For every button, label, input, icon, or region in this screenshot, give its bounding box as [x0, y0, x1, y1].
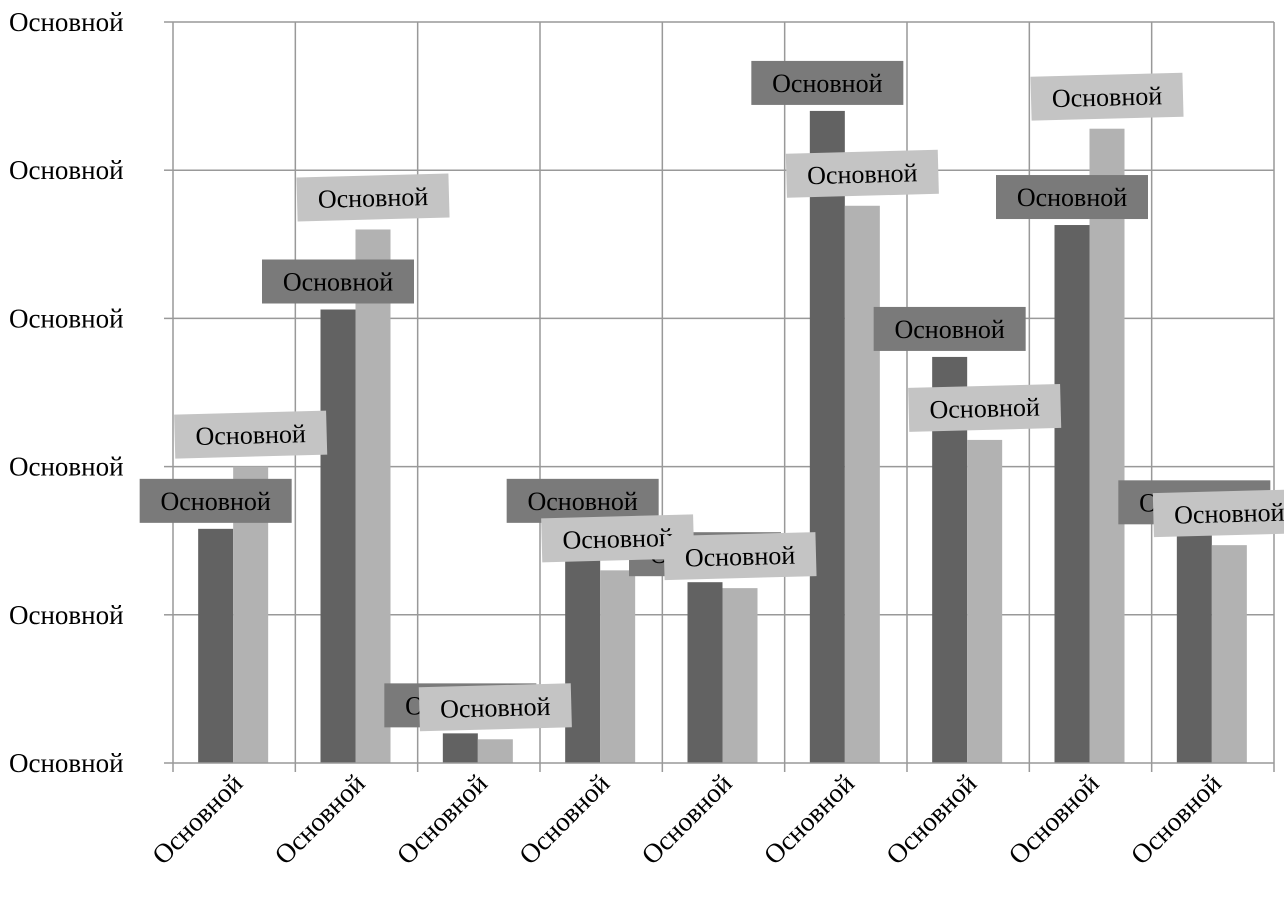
- data-label-text: Основной: [440, 692, 551, 724]
- data-label-text: Основной: [317, 182, 428, 214]
- data-label-box: [506, 478, 659, 523]
- data-label: Основной: [139, 478, 292, 523]
- data-label-text: Основной: [772, 69, 882, 98]
- bar: [1089, 128, 1125, 764]
- x-tick-label: Основной: [146, 768, 248, 870]
- bar: [687, 582, 723, 763]
- x-tick-label: Основной: [758, 768, 860, 870]
- data-label-text: Основной: [1017, 183, 1127, 212]
- data-label: Основной: [418, 683, 572, 732]
- x-tick-label: Основной: [513, 768, 615, 870]
- data-label-box: [996, 175, 1148, 220]
- data-label-box: [262, 259, 414, 304]
- data-label-box: [418, 683, 572, 732]
- bar: [1176, 530, 1212, 763]
- bars: [198, 110, 1247, 764]
- data-label: Основной: [663, 532, 817, 581]
- y-tick-label: Основной: [9, 7, 124, 37]
- data-label-text: Основной: [527, 487, 637, 516]
- bar: [809, 110, 845, 764]
- y-tick-label: Основной: [9, 600, 124, 630]
- data-label-box: [908, 383, 1062, 432]
- x-tick-label: Основной: [1002, 768, 1104, 870]
- bar: [844, 205, 880, 763]
- data-label-text: Основной: [1174, 498, 1284, 530]
- data-label-box: [1152, 489, 1284, 538]
- axes: [164, 21, 1275, 772]
- data-label-box: [873, 306, 1026, 351]
- data-label-box: [139, 478, 292, 523]
- bar: [1211, 545, 1247, 763]
- data-label-box: [541, 514, 695, 563]
- y-tick-label: Основной: [9, 155, 124, 185]
- x-tick-label: Основной: [391, 768, 493, 870]
- x-tick-label: Основной: [268, 768, 370, 870]
- y-tick-label: Основной: [9, 452, 124, 482]
- x-tick-labels: Основной Основной Основной Основной Основной…: [146, 768, 1227, 870]
- x-tick-label: Основной: [1125, 768, 1227, 870]
- bar: [442, 733, 478, 763]
- data-label: Основной: [296, 173, 450, 222]
- data-label: Основной: [174, 410, 328, 459]
- bar: [722, 588, 758, 763]
- data-label-box: [663, 532, 817, 581]
- data-label: Основной: [1152, 489, 1284, 538]
- bar: [320, 309, 356, 763]
- bar: [565, 528, 601, 763]
- data-label: Основной: [785, 149, 939, 198]
- data-label-text: Основной: [562, 523, 673, 555]
- bar: [198, 528, 234, 763]
- bar: [355, 229, 391, 764]
- bar: [600, 570, 636, 763]
- y-tick-labels: Основной Основной Основной Основной Основной…: [9, 7, 124, 778]
- data-label-box: [1030, 72, 1184, 121]
- data-label: Основной: [506, 478, 659, 523]
- data-labels: Основной Основной Основной Основной Основной…: [139, 60, 1284, 732]
- bar: [967, 439, 1003, 763]
- data-label-text: Основной: [807, 158, 918, 190]
- data-label-box: [296, 173, 450, 222]
- data-label-text: Основной: [684, 541, 795, 573]
- data-label-text: Основной: [195, 419, 306, 451]
- data-label-box: [785, 149, 939, 198]
- data-label-text: Основной: [929, 392, 1040, 424]
- data-label-text: Основной: [160, 487, 270, 516]
- data-label: Основной: [873, 306, 1026, 351]
- data-label: Основной: [262, 259, 414, 304]
- x-tick-label: Основной: [880, 768, 982, 870]
- data-label: Основной: [751, 60, 904, 105]
- data-label-box: [174, 410, 328, 459]
- data-label-text: Основной: [283, 268, 393, 297]
- bar: [477, 739, 513, 763]
- y-tick-label: Основной: [9, 748, 124, 778]
- data-label: Основной: [996, 175, 1148, 220]
- x-tick-label: Основной: [635, 768, 737, 870]
- data-label: Основной: [908, 383, 1062, 432]
- data-label: Основной: [1030, 72, 1184, 121]
- data-label-text: Основной: [894, 315, 1004, 344]
- y-tick-label: Основной: [9, 303, 124, 333]
- data-label-text: Основной: [1051, 81, 1162, 113]
- data-label: Основной: [541, 514, 695, 563]
- bar: [1054, 225, 1090, 763]
- data-label-box: [751, 60, 904, 105]
